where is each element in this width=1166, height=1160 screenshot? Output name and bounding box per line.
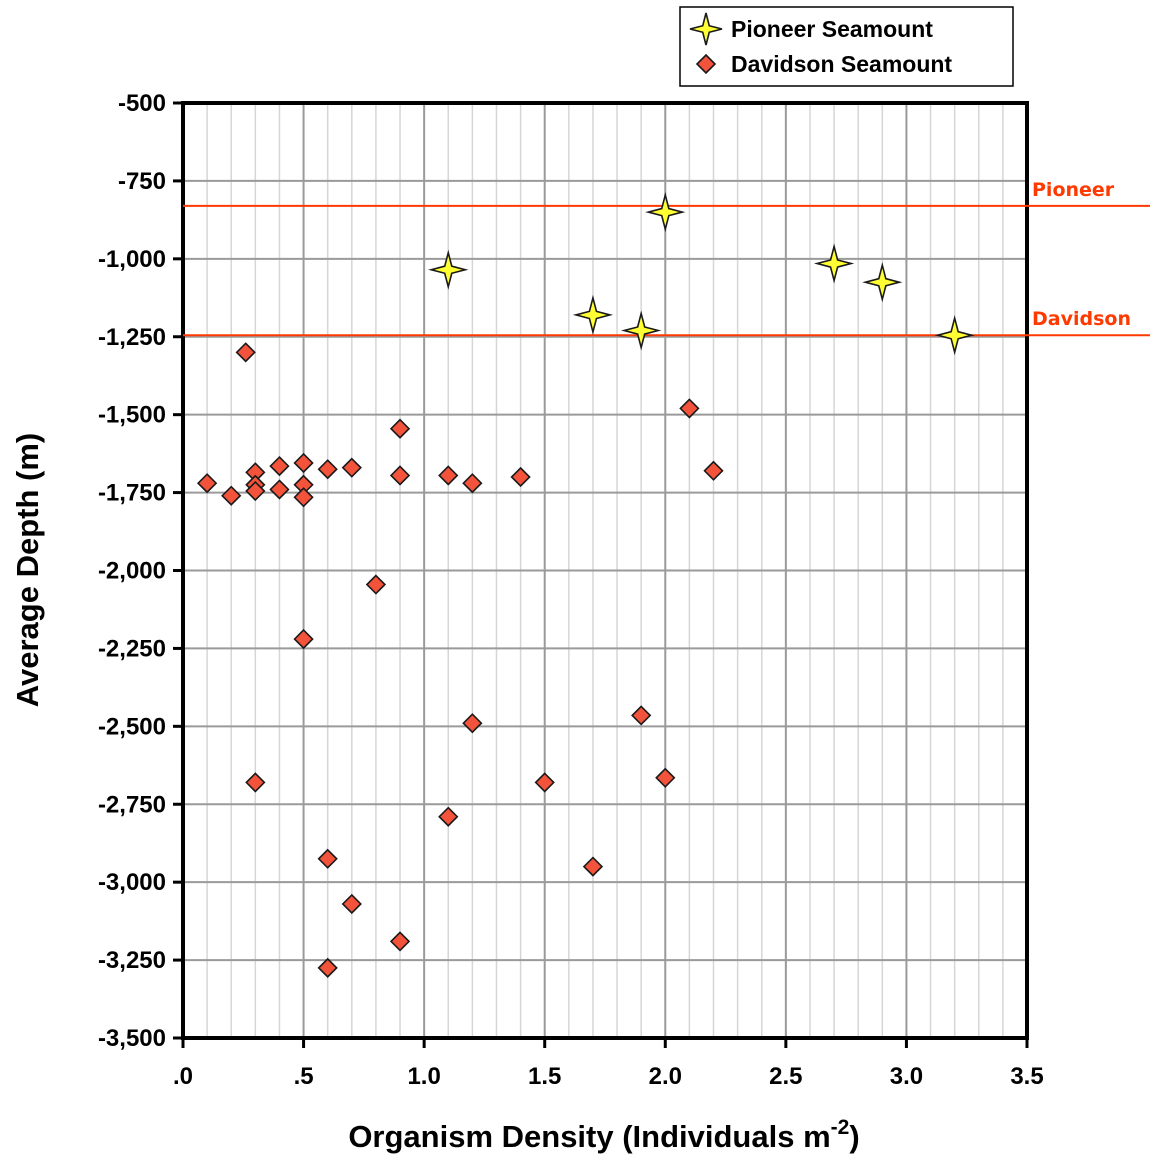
x-tick-label: .5 <box>294 1063 314 1090</box>
davidson-point <box>196 473 218 494</box>
reference-label-davidson: Davidson <box>1032 308 1131 330</box>
pioneer-point <box>645 191 686 233</box>
y-tick-label: -3,500 <box>98 1025 166 1052</box>
y-tick-label: -2,000 <box>98 558 166 585</box>
pioneer-point <box>934 315 975 356</box>
davidson-point <box>679 398 700 419</box>
x-tick-labels: .0 .5 1.0 1.5 2.0 2.5 3.0 3.5 <box>173 1063 1044 1090</box>
davidson-point <box>235 342 256 363</box>
major-grid <box>173 101 1029 1048</box>
legend-label-davidson: Davidson Seamount <box>731 51 952 77</box>
y-tick-label: -500 <box>118 90 166 117</box>
davidson-point <box>245 772 266 793</box>
davidson-point <box>221 485 242 506</box>
davidson-point <box>293 628 314 650</box>
davidson-point <box>703 460 724 481</box>
y-tick-label: -1,250 <box>98 324 166 351</box>
x-tick-label: 2.5 <box>769 1063 802 1090</box>
pioneer-point <box>862 262 903 303</box>
x-tick-label: 3.0 <box>890 1063 923 1090</box>
y-tick-label: -1,500 <box>98 402 166 429</box>
davidson-point <box>534 772 555 793</box>
pioneer-point <box>621 310 662 351</box>
davidson-point <box>269 455 290 477</box>
plot-frame <box>181 101 1029 1040</box>
data-points <box>196 191 975 979</box>
legend-label-pioneer: Pioneer Seamount <box>731 16 933 42</box>
y-tick-label: -3,000 <box>98 869 166 896</box>
y-tick-label: -2,750 <box>98 791 166 818</box>
davidson-point <box>317 957 338 979</box>
davidson-point <box>389 418 411 439</box>
y-tick-label: -750 <box>118 168 166 195</box>
davidson-point <box>462 713 483 734</box>
davidson-point <box>389 465 411 486</box>
davidson-point <box>438 806 459 827</box>
davidson-point <box>389 931 411 952</box>
y-tick-label: -1,000 <box>98 246 166 273</box>
davidson-point <box>245 480 266 502</box>
davidson-point <box>293 487 314 508</box>
y-axis-title: Average Depth (m) <box>10 433 45 707</box>
reference-label-pioneer: Pioneer <box>1032 179 1115 201</box>
davidson-point <box>655 767 676 788</box>
y-tick-label: -1,750 <box>98 480 166 507</box>
davidson-point <box>341 457 362 478</box>
legend-star-icon <box>689 12 723 46</box>
davidson-point <box>438 465 459 486</box>
legend-diamond-icon <box>695 53 717 75</box>
davidson-point <box>269 479 290 500</box>
davidson-point <box>293 452 314 474</box>
y-tick-label: -2,500 <box>98 713 166 740</box>
y-tick-label: -2,250 <box>98 635 166 662</box>
pioneer-point <box>428 249 469 290</box>
davidson-point <box>365 574 387 595</box>
davidson-point <box>341 893 362 915</box>
x-tick-label: .0 <box>173 1063 193 1090</box>
pioneer-point <box>572 294 614 336</box>
x-axis-title: Organism Density (Individuals m-2) <box>348 1116 859 1154</box>
davidson-point <box>510 466 531 488</box>
davidson-point <box>462 473 483 494</box>
legend-box <box>679 6 1014 87</box>
x-tick-label: 1.0 <box>407 1063 440 1090</box>
legend-star-icon <box>689 12 723 46</box>
y-tick-label: -3,250 <box>98 947 166 974</box>
davidson-point <box>317 459 338 480</box>
legend-diamond-icon <box>695 53 717 75</box>
plot-frame-group <box>181 101 1029 1040</box>
legend: Pioneer Seamount Davidson Seamount <box>679 6 1014 87</box>
x-tick-label: 3.5 <box>1010 1063 1043 1090</box>
y-tick-labels: -500 -750 -1,000 -1,250 -1,500 -1,750 -2,000 -2… <box>98 90 166 1052</box>
x-tick-label: 2.0 <box>649 1063 682 1090</box>
davidson-point <box>317 848 338 869</box>
davidson-point <box>631 705 652 726</box>
davidson-point <box>582 856 604 877</box>
pioneer-point <box>813 243 855 284</box>
x-tick-label: 1.5 <box>528 1063 561 1090</box>
